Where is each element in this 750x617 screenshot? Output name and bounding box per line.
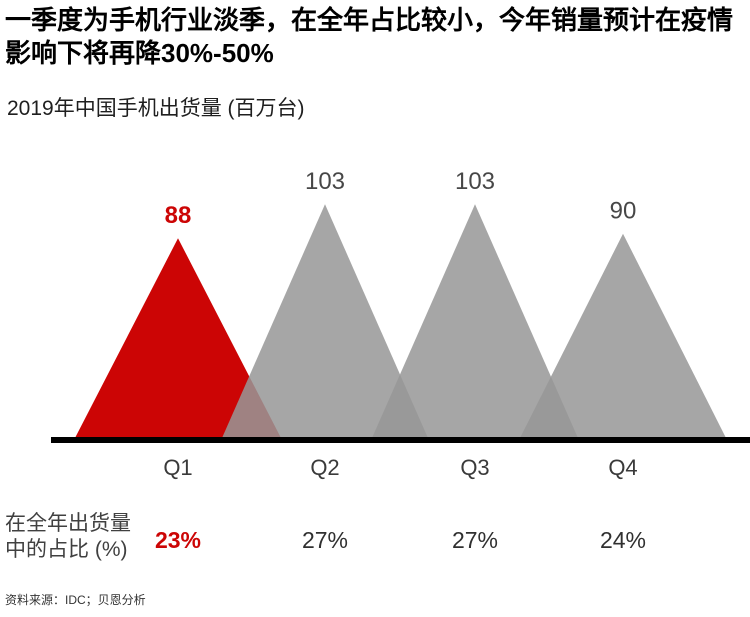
value-label-q3: 103: [455, 168, 495, 195]
source-note: 资料来源：IDC；贝恩分析: [5, 593, 146, 607]
share-label-q3: 27%: [452, 527, 498, 553]
page-title: 一季度为手机行业淡季，在全年占比较小，今年销量预计在疫情 影响下将再降30%-5…: [5, 4, 747, 70]
triangle-q3: [372, 204, 578, 438]
category-label-q4: Q4: [608, 455, 637, 480]
triangle-q1: [75, 238, 281, 438]
share-label-q4: 24%: [600, 527, 646, 553]
chart-subtitle: 2019年中国手机出货量 (百万台): [7, 97, 305, 120]
category-label-q3: Q3: [460, 455, 489, 480]
page-title-line-1: 一季度为手机行业淡季，在全年占比较小，今年销量预计在疫情: [5, 5, 734, 35]
share-label-q1: 23%: [155, 527, 201, 553]
x-axis-line: [51, 437, 750, 443]
share-row-label-line-2: 中的占比 (%): [5, 538, 128, 561]
value-label-q2: 103: [305, 168, 345, 195]
triangle-q4: [520, 233, 726, 438]
triangle-q2: [222, 204, 428, 438]
category-label-q1: Q1: [163, 455, 192, 480]
share-label-q2: 27%: [302, 527, 348, 553]
value-label-q4: 90: [610, 198, 637, 225]
page-title-line-2: 影响下将再降30%-50%: [5, 38, 274, 68]
value-label-q1: 88: [165, 202, 192, 229]
category-label-q2: Q2: [310, 455, 339, 480]
share-row-label: 在全年出货量 中的占比 (%): [5, 511, 131, 563]
share-row-label-line-1: 在全年出货量: [5, 512, 131, 535]
